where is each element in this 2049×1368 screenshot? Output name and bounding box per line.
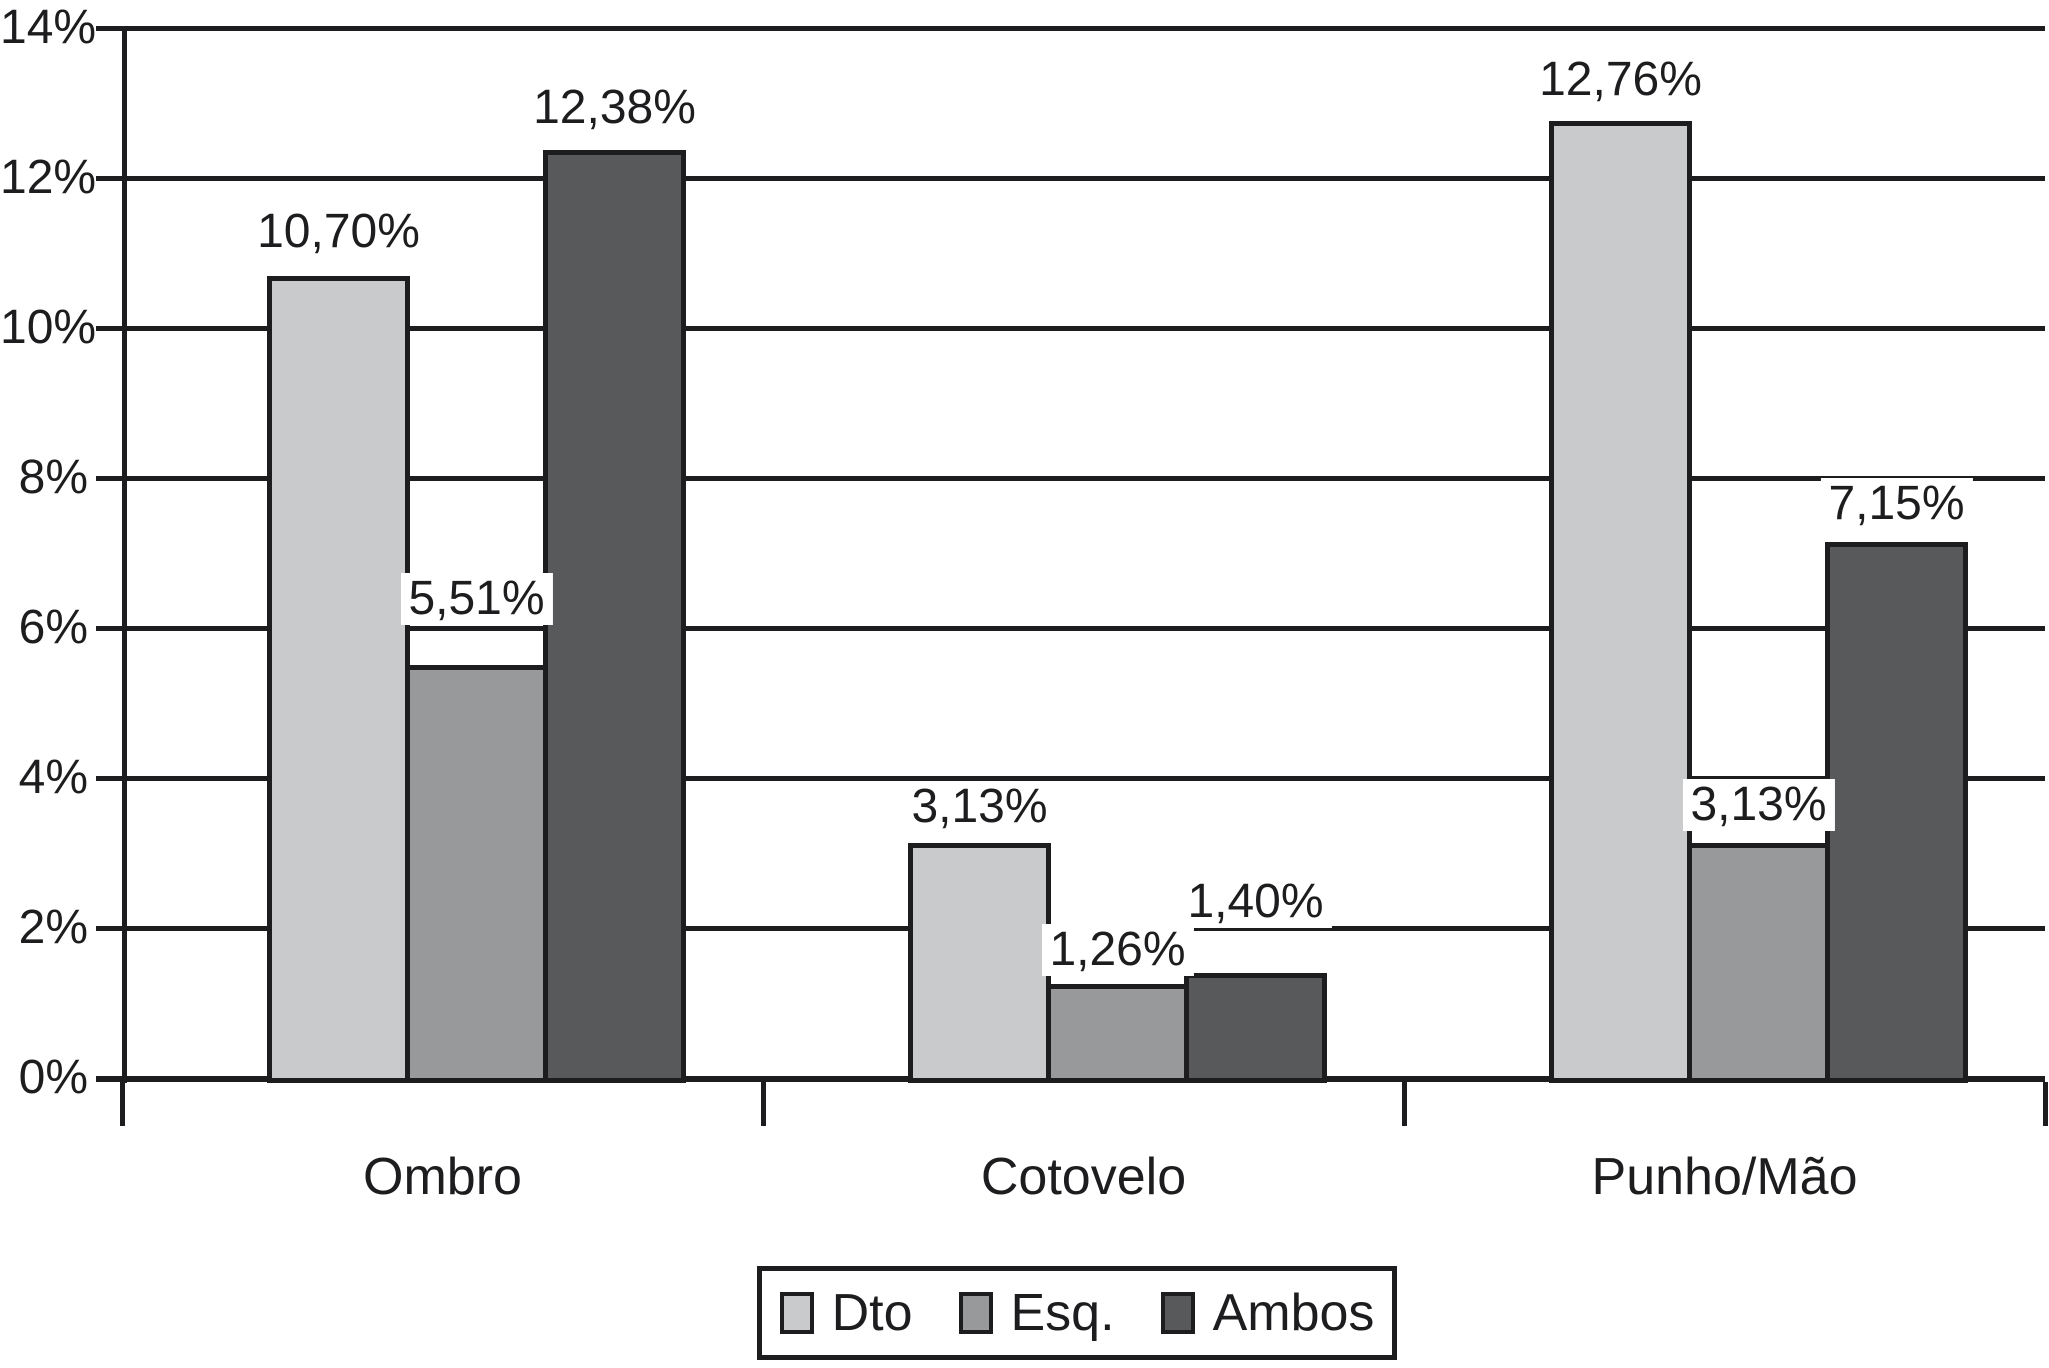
legend-swatch-esq xyxy=(958,1292,993,1334)
bar-esq-cotovelo xyxy=(1046,983,1189,1083)
y-tick-label: 8% xyxy=(18,451,88,504)
bar-ambos-ombro xyxy=(543,149,686,1083)
bar-esq-ombro xyxy=(405,664,548,1083)
y-tick-label: 0% xyxy=(18,1051,88,1104)
y-axis-tick xyxy=(96,776,122,781)
gridline-14 xyxy=(122,26,2045,31)
bar-value-label-esq-cotovelo: 1,26% xyxy=(1041,923,1194,976)
bar-value-label-ambos-punho-m-o: 7,15% xyxy=(1820,477,1973,530)
bar-value-label-dto-ombro: 10,70% xyxy=(249,205,428,258)
category-label-ombro: Ombro xyxy=(363,1148,522,1206)
bar-value-label-ambos-ombro: 12,38% xyxy=(525,81,704,134)
bar-dto-cotovelo xyxy=(908,843,1051,1083)
legend-label-dto: Dto xyxy=(831,1284,913,1342)
y-axis-tick xyxy=(96,176,122,181)
bar-dto-punho-m-o xyxy=(1549,121,1692,1083)
bar-value-label-esq-punho-m-o: 3,13% xyxy=(1682,779,1835,832)
bar-value-label-esq-ombro: 5,51% xyxy=(400,572,553,625)
y-axis-tick xyxy=(96,926,122,931)
gridline-8 xyxy=(122,476,2045,481)
y-axis-tick xyxy=(96,476,122,481)
x-axis-tick xyxy=(120,1082,125,1126)
legend-item-dto: Dto xyxy=(779,1284,913,1342)
legend-item-esq: Esq. xyxy=(958,1284,1115,1342)
y-tick-label: 10% xyxy=(0,301,97,354)
gridline-4 xyxy=(122,776,2045,781)
bar-ambos-punho-m-o xyxy=(1825,541,1968,1083)
y-axis-line xyxy=(122,28,127,1083)
legend-box: Dto Esq. Ambos xyxy=(757,1266,1397,1360)
y-axis-tick xyxy=(96,326,122,331)
bar-value-label-dto-cotovelo: 3,13% xyxy=(903,781,1056,834)
x-axis-tick xyxy=(761,1082,766,1126)
legend-item-ambos: Ambos xyxy=(1160,1284,1375,1342)
y-tick-label: 2% xyxy=(18,901,88,954)
y-tick-label: 14% xyxy=(0,1,97,54)
gridline-10 xyxy=(122,326,2045,331)
y-axis-tick xyxy=(96,626,122,631)
legend-swatch-ambos xyxy=(1160,1292,1195,1334)
bar-dto-ombro xyxy=(267,275,410,1083)
category-label-cotovelo: Cotovelo xyxy=(980,1148,1187,1206)
bar-value-label-ambos-cotovelo: 1,40% xyxy=(1179,876,1332,928)
bar-ambos-cotovelo xyxy=(1184,973,1327,1083)
category-label-punho-m-o: Punho/Mão xyxy=(1591,1148,1858,1206)
gridline-6 xyxy=(122,626,2045,631)
y-axis-tick xyxy=(96,26,122,31)
y-tick-label: 6% xyxy=(18,601,88,654)
y-tick-label: 12% xyxy=(0,151,97,204)
legend-swatch-dto xyxy=(779,1292,814,1334)
gridline-12 xyxy=(122,176,2045,181)
bar-esq-punho-m-o xyxy=(1687,843,1830,1083)
legend-label-ambos: Ambos xyxy=(1212,1284,1375,1342)
x-axis-tick xyxy=(2043,1082,2048,1126)
bar-value-label-dto-punho-m-o: 12,76% xyxy=(1531,54,1710,106)
legend-label-esq: Esq. xyxy=(1010,1284,1115,1342)
x-axis-tick xyxy=(1402,1082,1407,1126)
y-tick-label: 4% xyxy=(18,751,88,804)
